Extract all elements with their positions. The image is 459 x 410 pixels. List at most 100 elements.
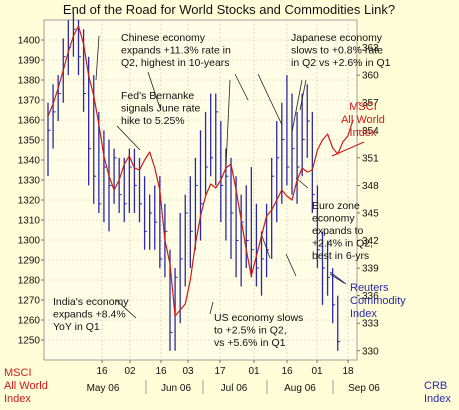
right-y-axis: 330 333 336 339 342 345 348 351 354 357 360 363 — [357, 43, 379, 357]
crb-bar — [174, 268, 178, 351]
left-tick-label: 1400 — [18, 36, 41, 47]
annotation-line: to +2.5% in Q2, — [214, 325, 287, 337]
x-tick-label: 16 — [281, 366, 293, 377]
x-tick-label: 03 — [182, 366, 194, 377]
x-month-label: Aug 06 — [284, 383, 316, 394]
annotation-pointer — [329, 273, 345, 284]
annotation-pointer — [285, 253, 297, 277]
chart-title: End of the Road for World Stocks and Com… — [63, 2, 395, 17]
crb-bar — [286, 75, 290, 186]
x-tick-label: 17 — [214, 366, 226, 377]
annotation-pointer — [291, 79, 303, 133]
crb-bar — [271, 157, 275, 259]
annotation-pointer — [299, 79, 307, 111]
crb-bar — [291, 93, 295, 195]
annotation-line: vs +5.6% in Q1 — [214, 337, 286, 349]
crb-bar — [72, 10, 76, 57]
right-tick-label: 333 — [362, 319, 379, 330]
right-tick-label: 330 — [362, 346, 379, 357]
annotation-line: Q2, highest in 10-years — [121, 57, 230, 69]
annotation-pointer — [261, 235, 271, 259]
annotation-line: India's economy — [53, 296, 129, 308]
right-tick-label: 348 — [362, 181, 379, 192]
left-tick-label: 1310 — [18, 216, 41, 227]
crb-bar — [184, 194, 188, 287]
crb-bar — [199, 130, 203, 241]
series-label-line: All World — [341, 114, 385, 126]
x-tick-label: 18 — [342, 366, 354, 377]
crb-bar — [255, 203, 259, 287]
annotation-line: best in 6-yrs — [312, 250, 369, 262]
left-tick-label: 1290 — [18, 256, 41, 267]
right-tick-label: 360 — [362, 71, 379, 82]
right-tick-label: 351 — [362, 153, 379, 164]
series-label-line: Reuters — [350, 282, 389, 294]
right-tick-label: 342 — [362, 236, 379, 247]
crb-bar — [138, 157, 142, 223]
x-month-label: Sep 06 — [348, 383, 380, 394]
annotation-line: Fed's Bernanke — [121, 90, 194, 102]
msci-label-pointer — [331, 141, 365, 157]
crb-bar — [98, 111, 102, 213]
annotation-pointer — [209, 301, 214, 315]
left-tick-label: 1390 — [18, 56, 41, 67]
left-tick-label: 1340 — [18, 156, 41, 167]
annotation-line: signals June rate — [121, 103, 201, 115]
crb-bar — [332, 268, 336, 324]
annotation-pointer — [257, 73, 283, 126]
crb-bar — [189, 176, 193, 269]
crb-label-pointer — [329, 271, 347, 285]
crb-bar — [245, 185, 249, 269]
annotation-line: +2.4% in Q2, — [312, 238, 373, 250]
crb-bar — [108, 139, 112, 232]
crb-bar — [260, 231, 264, 296]
crb-bar — [230, 157, 234, 259]
left-axis-label: MSCI — [4, 367, 32, 379]
annotation-pointer — [116, 125, 141, 151]
crb-bar — [179, 212, 183, 324]
crb-bar — [326, 240, 331, 296]
annotation-line: YoY in Q1 — [53, 321, 100, 333]
crb-bar — [123, 157, 127, 223]
x-month-label: Jun 06 — [161, 383, 191, 394]
crb-bar — [57, 75, 61, 122]
annotation-line: economy — [312, 213, 355, 225]
annotation-line: Euro zone — [312, 200, 360, 212]
crb-bar — [133, 148, 137, 213]
left-tick-label: 1370 — [18, 96, 41, 107]
crb-bar — [52, 84, 56, 149]
annotation-pointer — [95, 35, 100, 81]
x-tick-label: 16 — [96, 366, 108, 377]
crb-bar — [128, 148, 132, 213]
left-tick-label: 1270 — [18, 296, 41, 307]
right-tick-label: 345 — [362, 208, 379, 219]
right-tick-label: 339 — [362, 264, 379, 275]
x-month-label: Jul 06 — [221, 383, 248, 394]
annotation-pointer — [225, 79, 231, 167]
crb-bar — [321, 231, 325, 305]
crb-bar — [118, 157, 122, 213]
right-tick-label: 354 — [362, 126, 379, 137]
left-tick-label: 1280 — [18, 276, 41, 287]
annotation-line: hike to 5.25% — [121, 115, 185, 127]
right-axis-label: Index — [424, 393, 451, 405]
annotation-line: expands +8.4% — [53, 309, 126, 321]
left-tick-label: 1330 — [18, 176, 41, 187]
left-tick-label: 1360 — [18, 116, 41, 127]
crb-bar — [337, 295, 341, 351]
annotation-line: Japanese economy — [291, 32, 383, 44]
series-label-line: MSCI — [349, 101, 377, 113]
series-label-line: Index — [350, 308, 377, 320]
left-tick-label: 1250 — [18, 336, 41, 347]
x-tick-label: 16 — [155, 366, 167, 377]
left-tick-label: 1320 — [18, 196, 41, 207]
